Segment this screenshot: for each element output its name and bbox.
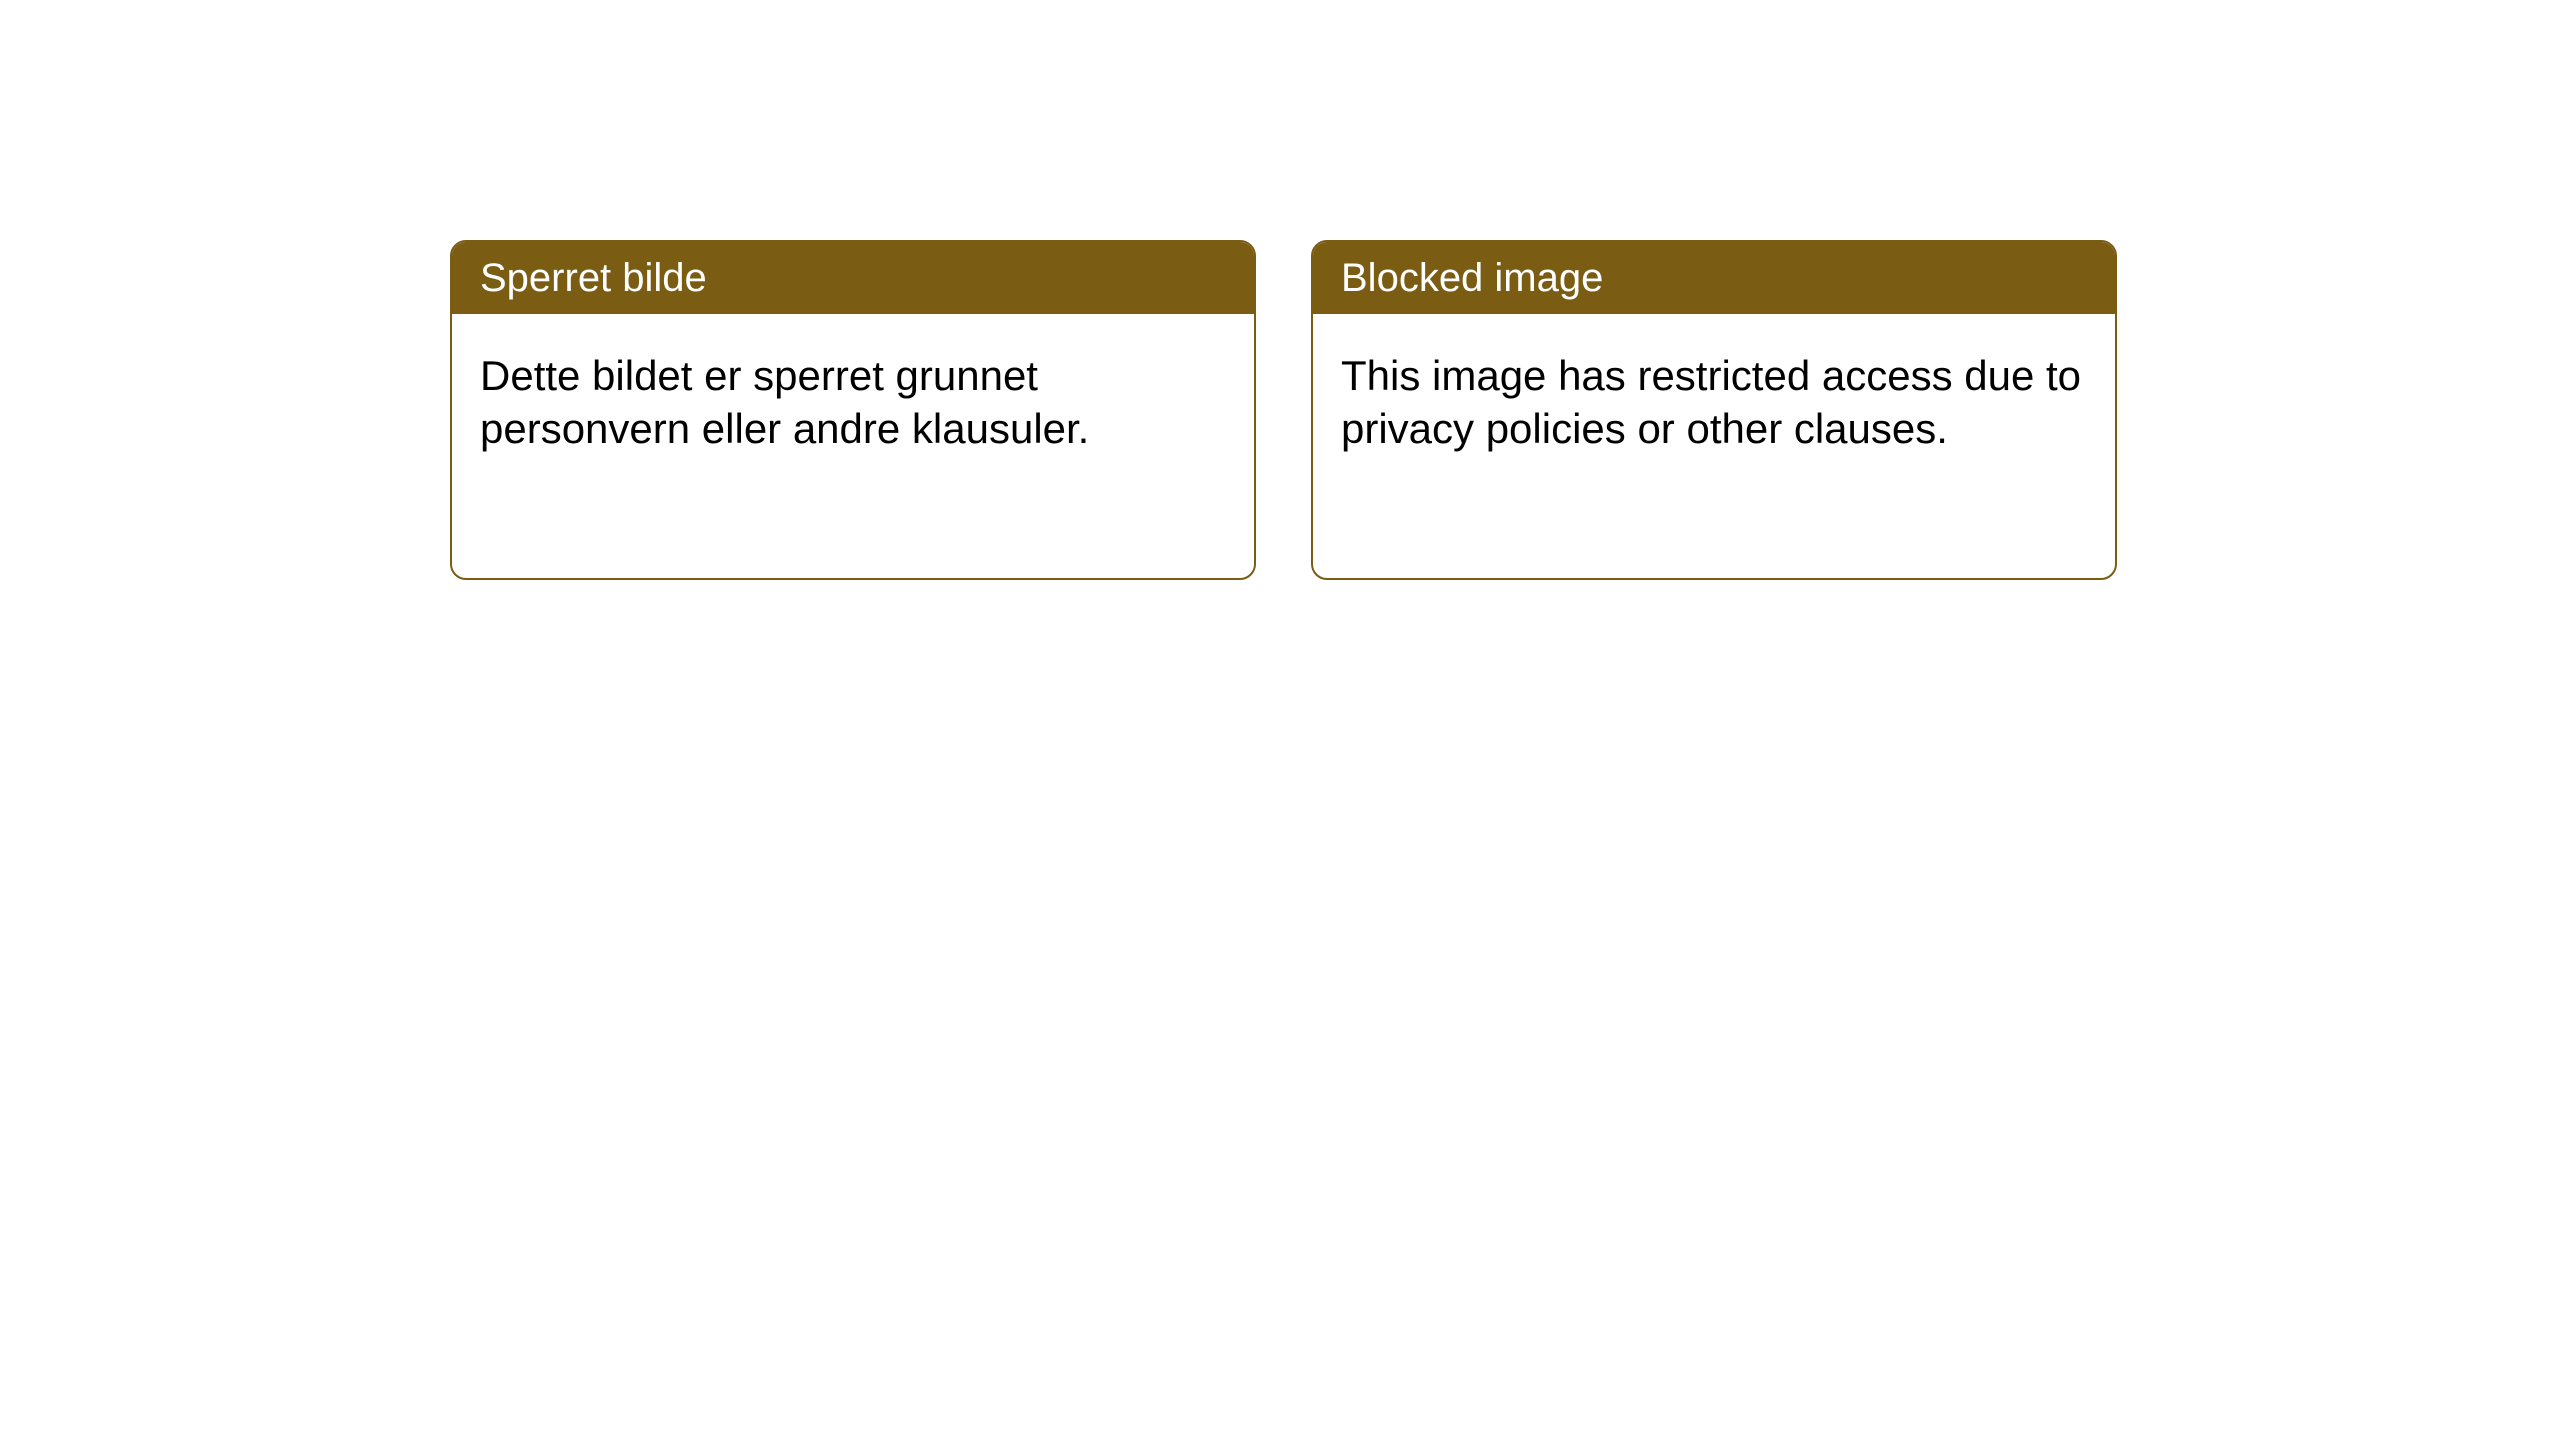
- notice-body: This image has restricted access due to …: [1313, 314, 2115, 491]
- notice-header: Sperret bilde: [452, 242, 1254, 314]
- notice-body: Dette bildet er sperret grunnet personve…: [452, 314, 1254, 491]
- notice-title: Sperret bilde: [480, 256, 707, 300]
- notice-card-en: Blocked image This image has restricted …: [1311, 240, 2117, 580]
- notice-title: Blocked image: [1341, 256, 1603, 300]
- notice-card-no: Sperret bilde Dette bildet er sperret gr…: [450, 240, 1256, 580]
- notice-container: Sperret bilde Dette bildet er sperret gr…: [450, 240, 2117, 580]
- notice-body-text: Dette bildet er sperret grunnet personve…: [480, 352, 1089, 452]
- notice-body-text: This image has restricted access due to …: [1341, 352, 2081, 452]
- notice-header: Blocked image: [1313, 242, 2115, 314]
